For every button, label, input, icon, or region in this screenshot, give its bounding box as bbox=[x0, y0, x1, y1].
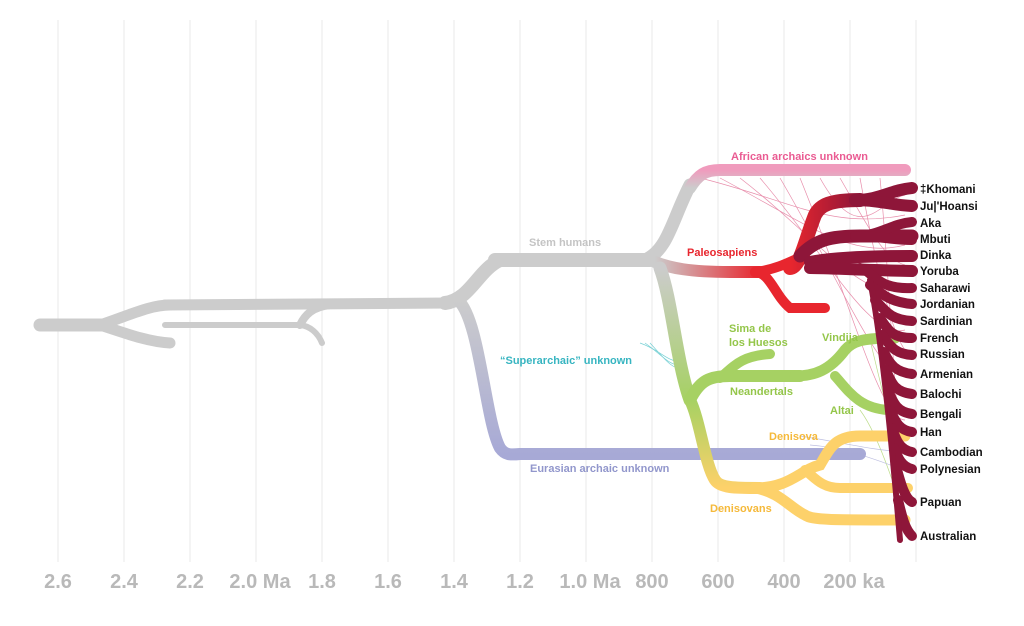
population-label: Armenian bbox=[920, 369, 973, 381]
population-label: Mbuti bbox=[920, 234, 951, 246]
superarchaic-label: “Superarchaic” unknown bbox=[500, 355, 632, 367]
population-label: Han bbox=[920, 427, 942, 439]
lineage-labels: Stem humans African archaics unknown Pal… bbox=[500, 151, 868, 515]
african-lineage bbox=[684, 164, 911, 194]
eurasian-lineage bbox=[452, 294, 866, 461]
axis-tick-label: 200 ka bbox=[823, 571, 885, 593]
eurasian-archaic-label: Eurasian archaic unknown bbox=[530, 463, 670, 475]
population-label: Balochi bbox=[920, 389, 962, 401]
population-label: Australian bbox=[920, 531, 976, 543]
axis-tick-label: 800 bbox=[635, 571, 668, 593]
population-label: Ju|'Hoansi bbox=[920, 201, 978, 213]
sima-label-line2: los Huesos bbox=[729, 337, 788, 349]
axis-tick-label: 600 bbox=[701, 571, 734, 593]
axis-tick-label: 1.0 Ma bbox=[559, 571, 621, 593]
paleosapiens-label: Paleosapiens bbox=[687, 247, 757, 259]
population-labels: ‡Khomani Ju|'Hoansi Aka Mbuti Dinka Yoruba Sah… bbox=[920, 184, 983, 543]
axis-tick-label: 2.6 bbox=[44, 571, 72, 593]
axis-tick-label: 1.2 bbox=[506, 571, 534, 593]
sima-label: Sima de los Huesos bbox=[729, 323, 788, 349]
denisovans-label: Denisovans bbox=[710, 503, 772, 515]
population-label: Bengali bbox=[920, 409, 962, 421]
neandertal-lineage bbox=[653, 261, 901, 415]
population-label: Saharawi bbox=[920, 283, 971, 295]
population-label: ‡Khomani bbox=[920, 184, 976, 196]
population-label: French bbox=[920, 333, 958, 345]
population-label: Sardinian bbox=[920, 316, 972, 328]
modern-human-lineage bbox=[783, 182, 919, 543]
stem-humans-label: Stem humans bbox=[529, 237, 601, 249]
population-label: Jordanian bbox=[920, 299, 975, 311]
axis-tick-label: 2.4 bbox=[110, 571, 139, 593]
population-label: Papuan bbox=[920, 497, 962, 509]
altai-label: Altai bbox=[830, 405, 854, 417]
population-label: Cambodian bbox=[920, 447, 983, 459]
axis-tick-label: 2.0 Ma bbox=[229, 571, 291, 593]
population-label: Aka bbox=[920, 218, 942, 230]
axis-tick-label: 2.2 bbox=[176, 571, 204, 593]
axis-tick-label: 1.4 bbox=[440, 571, 469, 593]
population-label: Russian bbox=[920, 349, 965, 361]
population-label: Dinka bbox=[920, 250, 952, 262]
axis-tick-label: 1.6 bbox=[374, 571, 402, 593]
denisovan-lineage bbox=[684, 394, 913, 526]
sima-label-line1: Sima de bbox=[729, 323, 771, 335]
denisova-label: Denisova bbox=[769, 431, 819, 443]
axis-tick-label: 1.8 bbox=[308, 571, 336, 593]
stem-humans-lineage bbox=[33, 178, 697, 349]
axis-tick-label: 400 bbox=[767, 571, 800, 593]
african-archaics-label: African archaics unknown bbox=[731, 151, 868, 163]
population-label: Polynesian bbox=[920, 464, 981, 476]
neandertals-label: Neandertals bbox=[730, 386, 793, 398]
population-label: Yoruba bbox=[920, 266, 959, 278]
vindija-label: Vindija bbox=[822, 332, 859, 344]
time-axis: 2.6 2.4 2.2 2.0 Ma 1.8 1.6 1.4 1.2 1.0 Ma 800 600 4… bbox=[44, 571, 885, 593]
